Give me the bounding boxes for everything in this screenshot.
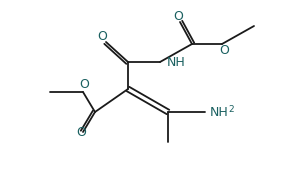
Text: NH: NH [167, 56, 186, 70]
Text: O: O [173, 10, 183, 24]
Text: O: O [97, 31, 107, 43]
Text: O: O [219, 45, 229, 57]
Text: O: O [76, 127, 86, 139]
Text: O: O [79, 79, 89, 91]
Text: NH: NH [210, 107, 229, 119]
Text: 2: 2 [228, 105, 233, 114]
